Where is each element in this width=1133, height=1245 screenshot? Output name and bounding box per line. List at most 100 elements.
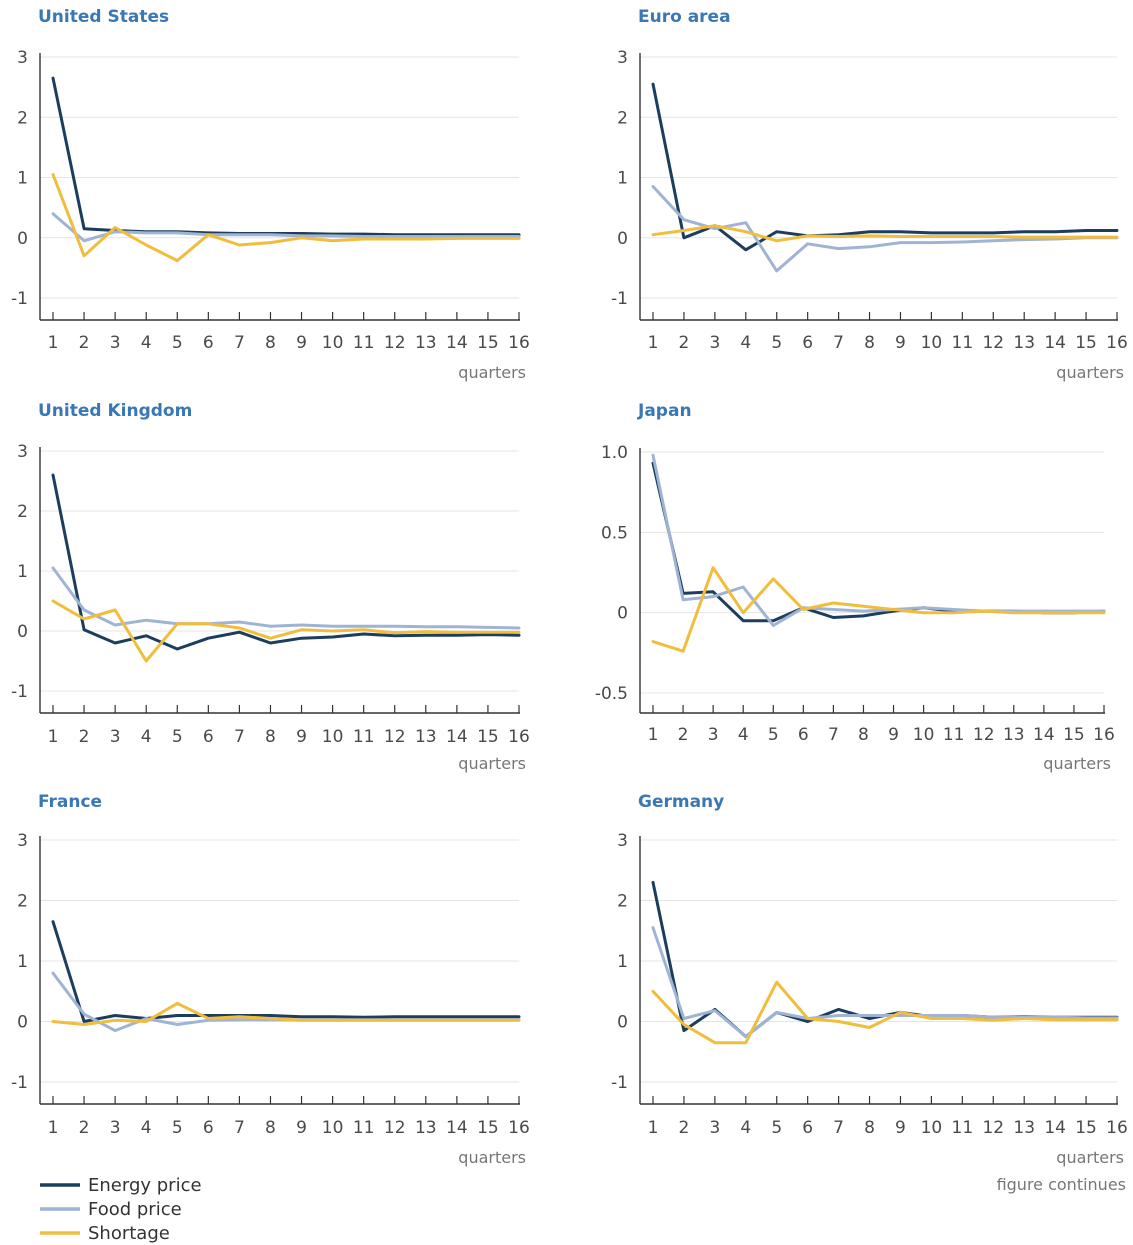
series-line-energy: [51, 76, 521, 237]
y-tick-label: 0: [617, 1013, 628, 1033]
series-line-shortage: [651, 224, 1119, 243]
x-tick-label: 3: [110, 1118, 121, 1138]
y-tick-label: 0: [617, 229, 628, 249]
x-tick-label: 8: [265, 727, 276, 747]
x-tick-label: 12: [384, 1118, 406, 1138]
x-tick-label: 12: [982, 1118, 1004, 1138]
series-line-energy: [51, 473, 521, 651]
panel-title: Euro area: [638, 7, 731, 27]
x-axis-label: quarters: [458, 1148, 526, 1167]
x-tick-label: 3: [709, 333, 720, 353]
x-tick-label: 1: [48, 727, 59, 747]
x-tick-label: 10: [322, 1118, 344, 1138]
x-tick-label: 2: [678, 725, 689, 745]
x-tick-label: 16: [508, 727, 530, 747]
x-tick-label: 9: [888, 725, 899, 745]
x-tick-label: 13: [1003, 725, 1025, 745]
series-line-energy: [51, 920, 521, 1023]
y-tick-label: 2: [17, 108, 28, 128]
y-tick-label: 0.5: [601, 523, 628, 543]
x-tick-label: 1: [648, 725, 659, 745]
x-tick-label: 14: [1044, 1118, 1066, 1138]
x-tick-label: 5: [172, 333, 183, 353]
series-line-shortage: [51, 1001, 521, 1026]
x-tick-label: 5: [768, 725, 779, 745]
series-line-food: [651, 185, 1119, 273]
x-tick-label: 10: [913, 725, 935, 745]
y-tick-label: 2: [17, 502, 28, 522]
legend-label-food: Food price: [88, 1199, 182, 1220]
y-tick-label: 3: [17, 48, 28, 68]
x-tick-label: 15: [1075, 1118, 1097, 1138]
x-tick-label: 8: [265, 333, 276, 353]
x-axis-label: quarters: [1056, 1148, 1124, 1167]
y-tick-label: 1: [17, 562, 28, 582]
x-tick-label: 7: [234, 333, 245, 353]
x-tick-label: 10: [921, 333, 943, 353]
legend-label-shortage: Shortage: [88, 1223, 170, 1244]
y-tick-label: 1.0: [601, 443, 628, 463]
y-tick-label: -1: [611, 289, 628, 309]
x-tick-label: 13: [415, 1118, 437, 1138]
x-tick-label: 8: [864, 1118, 875, 1138]
x-tick-label: 7: [234, 727, 245, 747]
x-tick-label: 6: [203, 727, 214, 747]
x-tick-label: 13: [1013, 1118, 1035, 1138]
x-tick-label: 15: [477, 1118, 499, 1138]
x-tick-label: 2: [79, 727, 90, 747]
x-tick-label: 9: [296, 727, 307, 747]
x-axis-label: quarters: [1043, 754, 1111, 773]
y-tick-label: -0.5: [595, 684, 628, 704]
legend: Energy price Food price Shortage: [40, 1175, 202, 1244]
x-tick-label: 16: [508, 1118, 530, 1138]
x-tick-label: 4: [141, 333, 152, 353]
x-tick-label: 3: [708, 725, 719, 745]
x-tick-label: 7: [828, 725, 839, 745]
series-line-energy: [651, 82, 1119, 252]
y-tick-label: -1: [11, 289, 28, 309]
series-line-shortage: [651, 566, 1106, 653]
y-tick-label: -1: [11, 1073, 28, 1093]
x-tick-label: 13: [415, 333, 437, 353]
x-tick-label: 11: [952, 333, 974, 353]
x-tick-label: 4: [141, 727, 152, 747]
y-tick-label: 2: [17, 892, 28, 912]
x-tick-label: 16: [1093, 725, 1115, 745]
series-line-food: [51, 566, 521, 630]
x-tick-label: 11: [353, 1118, 375, 1138]
x-tick-label: 8: [864, 333, 875, 353]
x-tick-label: 7: [833, 333, 844, 353]
y-tick-label: 3: [17, 442, 28, 462]
legend-label-energy: Energy price: [88, 1175, 202, 1196]
x-tick-label: 11: [353, 333, 375, 353]
x-tick-label: 6: [203, 333, 214, 353]
x-tick-label: 11: [943, 725, 965, 745]
x-tick-label: 1: [648, 1118, 659, 1138]
x-tick-label: 1: [648, 333, 659, 353]
x-tick-label: 16: [508, 333, 530, 353]
x-tick-label: 11: [952, 1118, 974, 1138]
y-tick-label: -1: [611, 1073, 628, 1093]
x-tick-label: 12: [973, 725, 995, 745]
x-tick-label: 16: [1106, 1118, 1128, 1138]
x-tick-label: 9: [895, 1118, 906, 1138]
y-tick-label: 1: [617, 169, 628, 189]
y-tick-label: 0: [617, 604, 628, 624]
series-line-shortage: [51, 173, 521, 263]
x-tick-label: 6: [798, 725, 809, 745]
x-tick-label: 1: [48, 1118, 59, 1138]
x-axis-label: quarters: [1056, 363, 1124, 382]
series-line-energy: [651, 461, 1106, 623]
x-tick-label: 6: [802, 1118, 813, 1138]
x-tick-label: 4: [740, 1118, 751, 1138]
x-tick-label: 2: [679, 333, 690, 353]
panel-title: United States: [38, 7, 169, 27]
x-tick-label: 2: [79, 1118, 90, 1138]
series-line-shortage: [651, 980, 1119, 1045]
x-tick-label: 6: [203, 1118, 214, 1138]
x-tick-label: 3: [110, 333, 121, 353]
